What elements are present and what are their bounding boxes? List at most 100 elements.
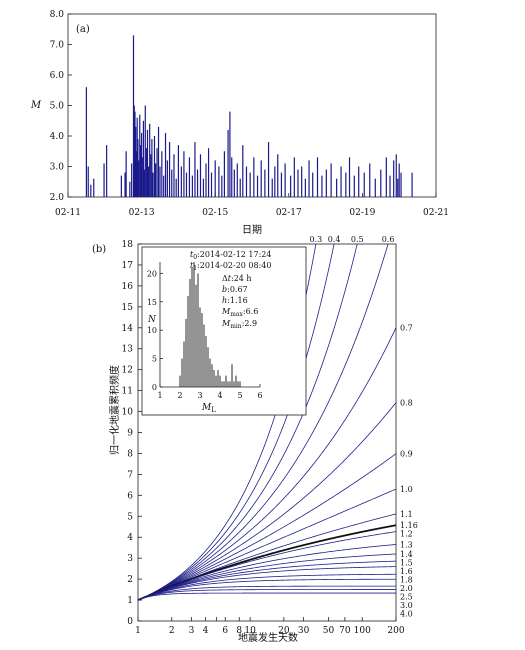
curve-label: 0.9 xyxy=(400,450,413,459)
param-b: b:0.67 xyxy=(222,285,248,294)
x-tick-label: 02-17 xyxy=(276,208,302,218)
y-tick-label: 16 xyxy=(122,282,134,292)
x-tick-label: 3 xyxy=(189,626,195,636)
curve-label: 1.5 xyxy=(400,558,413,567)
param-b-symbol: b xyxy=(222,285,227,294)
x-tick-label: 6 xyxy=(222,626,228,636)
y-tick-label: 5.0 xyxy=(50,102,65,112)
param-dt-value: 24 h xyxy=(234,274,252,283)
curve-label: 1.8 xyxy=(400,575,413,584)
x-tick-label: 8 xyxy=(236,626,242,636)
y-tick-label: 13 xyxy=(122,345,134,355)
panel-a-label: (a) xyxy=(76,24,90,35)
p-curve xyxy=(137,589,396,601)
p-curve xyxy=(137,544,397,601)
x-tick-label: 50 xyxy=(323,626,335,636)
inset-x-tick-label: 6 xyxy=(257,391,262,400)
y-tick-label: 5 xyxy=(127,512,133,522)
y-tick-label: 4.0 xyxy=(50,132,65,142)
y-tick-label: 3.0 xyxy=(50,163,65,173)
param-t0: t0:2014-02-12 17:24 xyxy=(190,250,271,261)
param-dt-symbol: Δ xyxy=(222,274,228,283)
param-t1-value: 2014-02-20 08:40 xyxy=(200,261,272,270)
param-h-colon: : xyxy=(227,296,230,305)
param-dt-t: t xyxy=(228,274,232,283)
x-tick-label: 2 xyxy=(169,626,175,636)
curve-label: 1.2 xyxy=(400,530,413,539)
param-mmax-value: 6.6 xyxy=(246,307,259,316)
param-mmin-symbol: M xyxy=(221,319,231,328)
p-curve xyxy=(137,578,396,601)
panel-a-x-axis-title: 日期 xyxy=(242,224,262,236)
x-tick-label: 4 xyxy=(203,626,209,636)
inset-x-tick-label: 3 xyxy=(197,391,202,400)
curve-label: 1.1 xyxy=(400,510,413,519)
panel-b-curves xyxy=(137,243,397,601)
panel-b-label: (b) xyxy=(92,244,106,255)
x-tick-label: 02-13 xyxy=(129,208,155,218)
inset-y-tick-label: 15 xyxy=(147,298,157,307)
param-mmax-symbol: M xyxy=(221,307,231,316)
panel-a: (a) 2.03.04.05.06.07.08.0 02-11 02-13 02-1… xyxy=(30,10,449,236)
inset-bars xyxy=(179,262,241,387)
y-tick-label: 15 xyxy=(122,303,134,313)
y-tick-label: 12 xyxy=(122,366,133,376)
inset-params: t0:2014-02-12 17:24 t1:2014-02-20 08:40 … xyxy=(190,250,271,330)
x-tick-label: 30 xyxy=(298,626,310,636)
param-mmax-colon: : xyxy=(243,307,246,316)
p-curve xyxy=(137,566,397,601)
x-tick-label: 100 xyxy=(354,626,371,636)
panel-a-x-axis: 02-11 02-13 02-15 02-17 02-19 02-21 xyxy=(55,193,449,218)
curve-label: 2.5 xyxy=(400,592,413,601)
inset-x-tick-label: 5 xyxy=(237,391,242,400)
param-mmin-colon: : xyxy=(242,319,245,328)
curve-label: 0.6 xyxy=(382,235,395,244)
y-tick-label: 8.0 xyxy=(50,10,65,20)
inset-x-tick-label: 1 xyxy=(157,391,162,400)
inset-x-axis: 1 2 3 4 5 6 xyxy=(157,384,263,400)
param-mmin-sub: min xyxy=(230,323,242,330)
param-b-value: 0.67 xyxy=(230,285,248,294)
inset-y-tick-label: 20 xyxy=(147,269,157,278)
curve-label: 3.0 xyxy=(400,601,413,610)
param-t1-symbol: t xyxy=(190,261,194,270)
y-tick-label: 10 xyxy=(122,408,134,418)
p-curve xyxy=(137,573,397,601)
y-tick-label: 11 xyxy=(122,387,133,397)
curve-label: 1.4 xyxy=(400,550,413,559)
y-tick-label: 7.0 xyxy=(50,41,65,51)
panel-b-y-axis-title: 归一化地震累积频度 xyxy=(108,365,121,455)
x-tick-label: 02-15 xyxy=(202,208,228,218)
param-mmax-sub: max xyxy=(230,311,243,318)
inset-frame xyxy=(141,246,307,416)
inset-y-tick-label: 0 xyxy=(152,383,157,392)
y-tick-label: 2.0 xyxy=(50,193,65,203)
curve-label: 0.4 xyxy=(328,235,341,244)
curve-label: 1.16 xyxy=(400,521,418,530)
curve-label: 2.0 xyxy=(400,584,413,593)
param-h-value: 1.16 xyxy=(230,296,248,305)
y-tick-label: 9 xyxy=(127,429,133,439)
p-curve xyxy=(137,243,358,601)
curve-label: 0.8 xyxy=(400,399,413,408)
p-curve xyxy=(137,453,397,601)
inset-x-axis-title-sub: L xyxy=(211,406,216,414)
x-tick-label: 1 xyxy=(135,626,141,636)
y-tick-label: 8 xyxy=(127,449,133,459)
param-h-symbol: h xyxy=(222,296,227,305)
inset-y-axis: 0 5 10 15 20 xyxy=(147,262,163,392)
param-t1: t1:2014-02-20 08:40 xyxy=(190,261,271,272)
x-tick-label: 20 xyxy=(278,626,290,636)
x-tick-label: 02-21 xyxy=(423,208,449,218)
param-dt: Δt:24 h xyxy=(222,274,252,283)
inset-x-axis-title-main: M xyxy=(201,403,212,413)
p-curve xyxy=(137,243,389,601)
p-curve xyxy=(137,585,396,601)
y-tick-label: 4 xyxy=(127,533,133,543)
panel-b-x-axis-title: 地震发生天数 xyxy=(238,631,298,644)
param-dt-colon: : xyxy=(231,274,234,283)
